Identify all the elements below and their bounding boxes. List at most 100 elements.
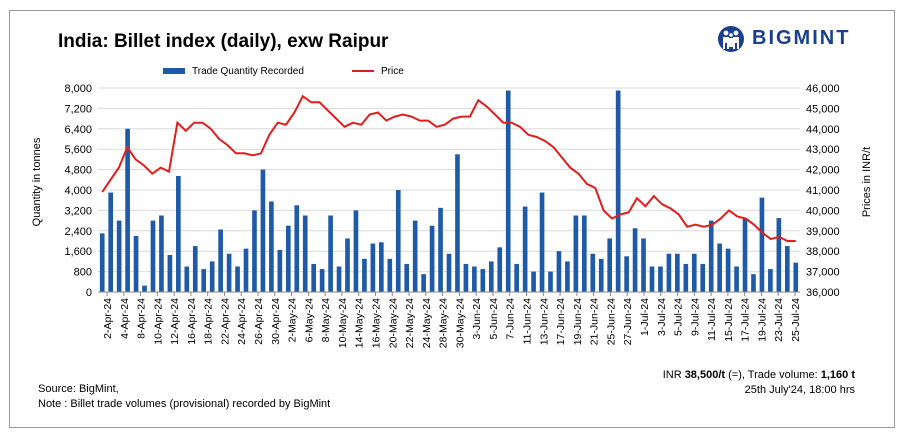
- legend-swatch-quantity: [163, 68, 185, 74]
- x-tick-label: 4-Apr-24: [119, 298, 131, 339]
- x-tick-label: 17-Jun-24: [555, 298, 567, 345]
- quantity-bar: [624, 256, 629, 292]
- quantity-bar: [235, 266, 240, 292]
- quantity-bar: [446, 253, 452, 292]
- quantity-bar: [556, 251, 562, 292]
- quantity-bar: [336, 266, 342, 292]
- price-line: [101, 94, 796, 242]
- y-right-tick-label: 45,000: [806, 103, 840, 115]
- legend-label-price: Price: [381, 66, 404, 77]
- quantity-bar: [379, 242, 384, 292]
- quantity-bar: [285, 225, 291, 292]
- x-tick-label: 2-May-24: [287, 298, 299, 343]
- quantity-bar: [395, 190, 401, 292]
- quantity-bar: [370, 243, 376, 292]
- x-tick-label: 27-Jun-24: [622, 298, 634, 345]
- x-tick-label: 5-Jul-24: [673, 298, 685, 336]
- x-tick-label: 16-May-24: [370, 298, 382, 348]
- x-tick-label: 30-Apr-24: [270, 298, 282, 345]
- summary-volume-prefix: , Trade volume:: [741, 369, 821, 381]
- quantity-bar: [539, 192, 545, 292]
- x-tick-label: 16-Apr-24: [186, 298, 198, 345]
- y-left-tick-label: 4,800: [64, 165, 92, 177]
- quantity-bar: [294, 205, 300, 292]
- x-tick-label: 26-Apr-24: [253, 298, 265, 345]
- y-right-tick-label: 41,000: [806, 185, 840, 197]
- quantity-bar: [260, 169, 266, 292]
- x-tick-label: 17-Jul-24: [740, 298, 752, 342]
- quantity-bar: [277, 249, 283, 292]
- x-tick-label: 8-Apr-24: [136, 298, 148, 339]
- quantity-bar: [108, 192, 114, 292]
- quantity-bar: [734, 266, 739, 292]
- quantity-bar: [362, 258, 367, 292]
- quantity-bar: [505, 90, 511, 292]
- x-tick-label: 14-May-24: [354, 298, 366, 348]
- quantity-bar: [632, 228, 638, 292]
- quantity-bar: [387, 258, 393, 292]
- quantity-bar: [615, 90, 621, 292]
- quantity-bar: [201, 269, 207, 292]
- quantity-bar: [793, 262, 799, 292]
- quantity-bar: [142, 285, 147, 292]
- quantity-bar: [150, 220, 156, 292]
- quantity-bar: [759, 197, 765, 292]
- legend-label-quantity: Trade Quantity Recorded: [192, 66, 304, 77]
- quantity-bar: [497, 247, 503, 292]
- y-left-tick-label: 2,400: [64, 226, 92, 238]
- x-tick-label: 7-Jun-24: [505, 298, 517, 340]
- quantity-bar: [429, 225, 435, 292]
- x-tick-label: 21-Jun-24: [589, 298, 601, 345]
- y-right-tick-label: 43,000: [806, 144, 840, 156]
- quantity-bar: [725, 248, 731, 292]
- quantity-bar: [480, 269, 486, 292]
- quantity-bar: [649, 266, 655, 292]
- x-tick-label: 9-Jul-24: [689, 298, 701, 336]
- summary-change: (=): [728, 369, 742, 381]
- quantity-bar: [700, 263, 706, 292]
- quantity-bar: [176, 175, 181, 292]
- quantity-bar: [116, 220, 122, 292]
- x-tick-label: 23-Jul-24: [773, 298, 785, 342]
- quantity-bars: [99, 90, 799, 292]
- x-tick-label: 1-Jul-24: [639, 298, 651, 336]
- quantity-bar: [590, 253, 596, 292]
- quantity-bar: [531, 271, 536, 292]
- quantity-bar: [522, 206, 528, 292]
- quantity-bar: [192, 246, 198, 292]
- axes: 0 800 1,600 2,400 3,200 4,000 4,800 5,600 6,400 7…: [64, 83, 839, 348]
- x-tick-label: 5-Jun-24: [488, 298, 500, 340]
- y-left-tick-label: 0: [86, 287, 92, 299]
- y-right-tick-label: 42,000: [806, 165, 840, 177]
- y-right-tick-label: 39,000: [806, 226, 840, 238]
- x-tick-label: 2-Apr-24: [102, 298, 114, 339]
- y-axis-right-label: Prices in INR/t: [861, 147, 873, 217]
- x-tick-label: 30-May-24: [454, 298, 466, 348]
- quantity-bar: [565, 261, 570, 292]
- quantity-bar: [683, 263, 689, 292]
- quantity-bar: [99, 233, 105, 292]
- quantity-bar: [641, 238, 646, 292]
- y-right-tick-label: 37,000: [806, 267, 840, 279]
- quantity-bar: [218, 229, 223, 292]
- x-tick-label: 19-Jun-24: [572, 298, 584, 345]
- y-left-tick-label: 4,000: [64, 185, 92, 197]
- quantity-bar: [133, 235, 139, 292]
- brand-name: BIGMINT: [752, 27, 851, 49]
- x-tick-label: 10-May-24: [337, 298, 349, 348]
- x-tick-label: 13-Jun-24: [538, 298, 550, 345]
- y-axis-left-label: Quantity in tonnes: [31, 137, 43, 226]
- quantity-bar: [675, 253, 680, 292]
- y-left-tick-label: 5,600: [64, 144, 92, 156]
- quantity-bar: [598, 258, 604, 292]
- y-left-tick-label: 6,400: [64, 124, 92, 136]
- bigmint-logo-icon: [718, 26, 744, 52]
- quantity-bar: [404, 263, 410, 292]
- quantity-bar: [412, 220, 418, 292]
- y-left-tick-label: 3,200: [64, 205, 92, 217]
- x-tick-label: 24-Apr-24: [236, 298, 248, 345]
- quantity-bar: [345, 238, 350, 292]
- source-text: Source: BigMint,: [38, 383, 119, 395]
- x-tick-label: 28-May-24: [438, 298, 450, 348]
